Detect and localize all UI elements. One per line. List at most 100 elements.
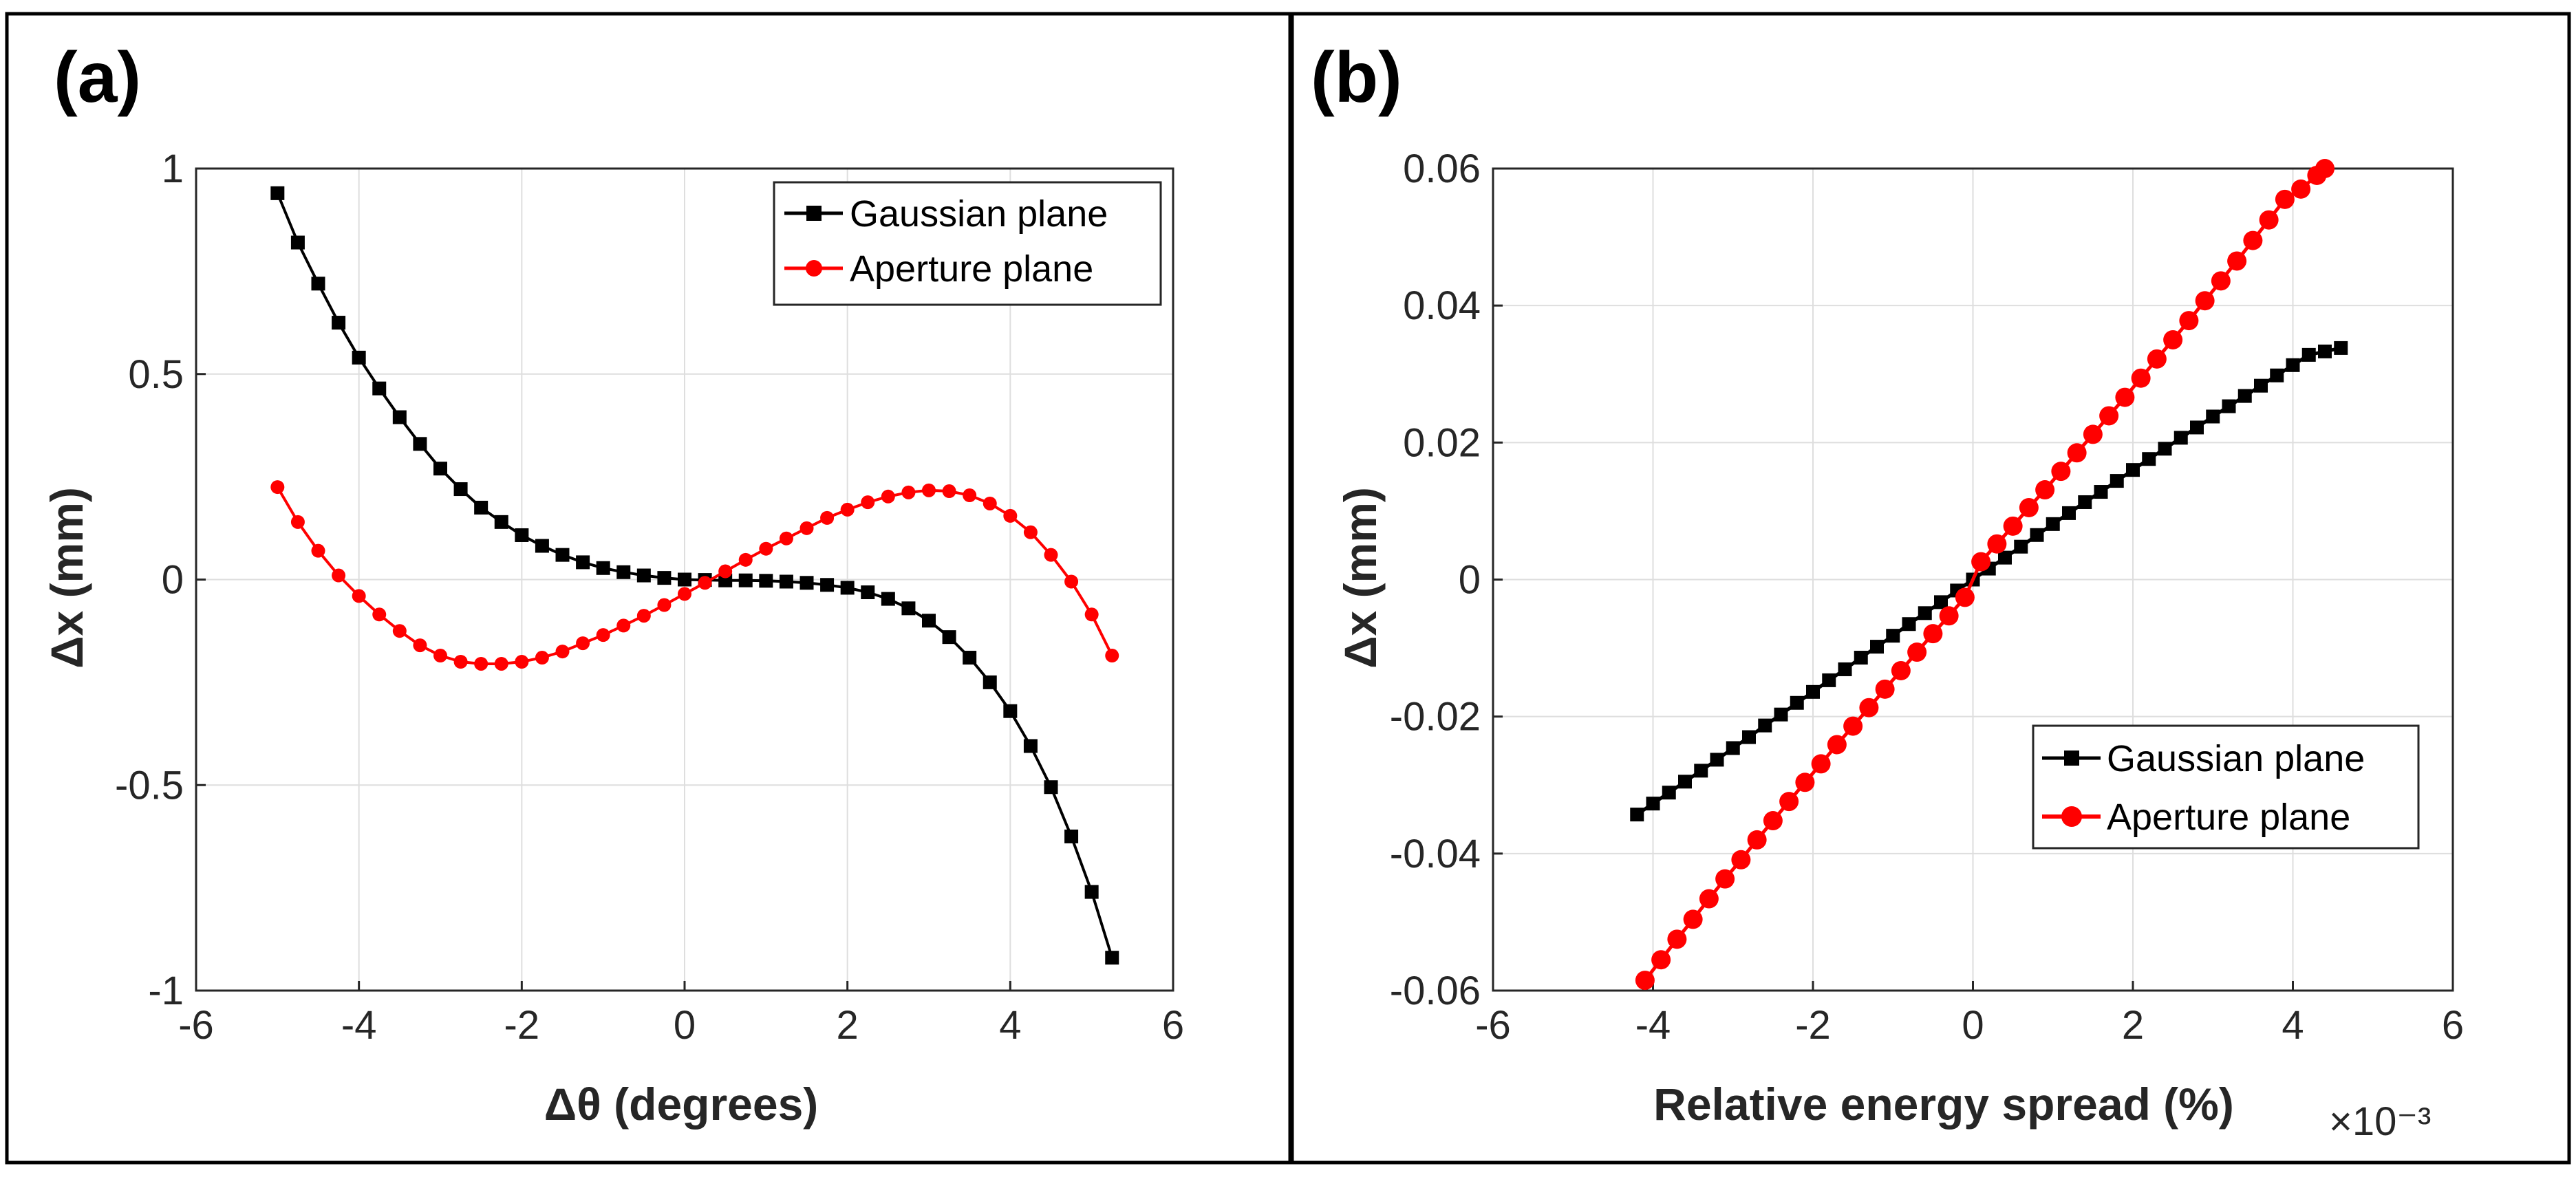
data-point-gaussian (799, 576, 814, 590)
data-point-aperture (433, 649, 447, 663)
data-point-aperture (1843, 716, 1863, 736)
y-tick-label: -0.06 (1390, 969, 1481, 1013)
data-point-gaussian (1105, 951, 1119, 965)
data-point-gaussian (922, 614, 936, 628)
legend-marker-aperture-a (806, 260, 822, 277)
data-point-aperture (1003, 508, 1018, 523)
data-point-gaussian (881, 592, 895, 606)
data-point-gaussian (1084, 885, 1099, 899)
data-point-aperture (1023, 525, 1038, 539)
data-point-gaussian (820, 578, 835, 592)
data-point-aperture (555, 645, 570, 659)
legend-label-gaussian-b: Gaussian plane (2107, 738, 2365, 779)
data-point-aperture (576, 636, 590, 651)
data-point-aperture (453, 655, 468, 669)
x-axis-label-a: Δθ (degrees) (544, 1079, 819, 1130)
x-axis-label-b: Relative energy spread (%) (1653, 1079, 2234, 1130)
data-point-aperture (2083, 424, 2103, 444)
data-point-aperture (1779, 792, 1799, 812)
data-point-gaussian (840, 581, 855, 595)
data-point-gaussian (2254, 378, 2268, 393)
data-point-gaussian (596, 561, 610, 575)
data-point-aperture (861, 495, 875, 510)
panel-a-frame (5, 12, 1292, 1165)
legend-label-aperture-b: Aperture plane (2107, 797, 2350, 838)
data-point-gaussian (372, 381, 387, 396)
y-tick-label: 0.04 (1403, 283, 1481, 328)
data-point-aperture (1747, 830, 1767, 850)
data-point-aperture (2275, 189, 2295, 209)
series-group-a (270, 186, 1119, 965)
data-point-gaussian (2094, 485, 2108, 499)
data-point-gaussian (1064, 829, 1079, 843)
data-point-gaussian (332, 316, 346, 330)
legend-a: Gaussian plane Aperture plane (773, 181, 1162, 306)
data-point-gaussian (392, 410, 407, 424)
x-tick-label: 6 (1162, 1003, 1184, 1048)
data-point-aperture (1811, 754, 1831, 774)
x-tick-label: 2 (2122, 1003, 2144, 1048)
data-point-gaussian (779, 574, 793, 589)
y-tick-label: 1 (162, 147, 184, 191)
data-point-gaussian (1758, 718, 1772, 733)
data-point-aperture (515, 655, 529, 669)
data-point-gaussian (2286, 358, 2300, 372)
legend-box-a (773, 181, 1162, 306)
data-point-gaussian (2237, 389, 2252, 403)
data-point-gaussian (1023, 739, 1038, 753)
data-point-aperture (1987, 534, 2007, 554)
data-point-aperture (1971, 552, 1991, 572)
data-point-gaussian (901, 601, 916, 616)
data-point-gaussian (861, 585, 875, 600)
y-axis-label-b: Δx (mm) (1335, 487, 1386, 669)
data-point-aperture (1763, 811, 1783, 831)
data-point-aperture (270, 480, 285, 495)
data-point-aperture (1891, 660, 1911, 680)
data-point-gaussian (2110, 474, 2124, 488)
data-point-aperture (1731, 850, 1751, 870)
data-point-aperture (332, 568, 346, 583)
data-point-gaussian (2174, 431, 2188, 445)
data-point-gaussian (2222, 399, 2236, 413)
panel-b-frame (1290, 12, 2571, 1165)
data-point-gaussian (535, 539, 549, 553)
data-point-aperture (2051, 462, 2071, 482)
data-point-gaussian (1870, 640, 1884, 654)
y-tick-label: 0 (162, 558, 184, 603)
data-point-gaussian (2046, 517, 2060, 531)
data-point-gaussian (963, 651, 977, 665)
data-point-aperture (2035, 480, 2055, 500)
data-point-aperture (290, 515, 305, 529)
x-tick-label: 0 (1962, 1003, 1984, 1048)
data-point-aperture (942, 484, 956, 499)
data-point-aperture (392, 624, 407, 638)
data-point-aperture (535, 651, 549, 665)
data-point-gaussian (1838, 662, 1852, 676)
data-point-aperture (983, 496, 997, 510)
data-point-gaussian (2301, 347, 2316, 362)
data-point-gaussian (1790, 695, 1804, 710)
data-point-aperture (1859, 698, 1879, 717)
x-tick-label: 4 (999, 1003, 1021, 1048)
data-point-gaussian (1742, 730, 1756, 744)
data-point-gaussian (1678, 775, 1692, 789)
data-point-aperture (2195, 291, 2215, 311)
data-point-aperture (678, 587, 691, 601)
x-tick-label: -4 (341, 1003, 377, 1048)
panel-label-a: (a) (54, 38, 141, 118)
data-point-aperture (311, 543, 325, 558)
data-point-aperture (738, 552, 753, 567)
data-point-gaussian (2142, 452, 2156, 466)
data-point-aperture (718, 564, 733, 579)
data-point-gaussian (2190, 420, 2204, 435)
data-point-aperture (1064, 574, 1079, 589)
data-point-gaussian (738, 573, 753, 587)
data-point-aperture (352, 589, 366, 603)
x-tick-label: -6 (178, 1003, 214, 1048)
data-point-aperture (1923, 624, 1943, 644)
data-point-gaussian (1774, 707, 1788, 722)
data-point-aperture (1651, 950, 1671, 970)
y-tick-label: 0.02 (1403, 420, 1481, 465)
data-point-aperture (616, 618, 631, 633)
